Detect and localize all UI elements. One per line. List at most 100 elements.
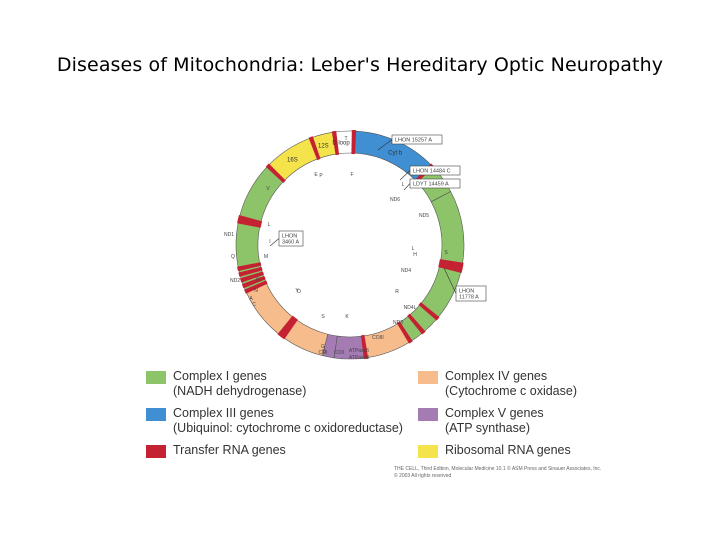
trna-label: Y — [295, 288, 299, 294]
trna-label: W — [256, 277, 261, 283]
gene-label-nd4l: ND4L — [404, 305, 417, 311]
callout-lhon-14484: LHON 14484 C — [399, 165, 461, 181]
callout-ldyt-14459: LDYT 14459 A — [403, 178, 461, 191]
trna-label: D — [322, 349, 326, 355]
legend-rrna-line1: Ribosomal RNA genes — [445, 443, 571, 457]
legend-rrna: Ribosomal RNA genes — [418, 443, 571, 458]
trna-label: F — [350, 172, 353, 178]
legend-complex-iii-swatch — [146, 408, 166, 421]
callout-lhon-15257: LHON 15257 A — [377, 134, 443, 151]
callout-pointer — [269, 238, 280, 247]
trna-marker — [418, 302, 440, 321]
trna-marker — [396, 321, 413, 344]
slide-title: Diseases of Mitochondria: Leber's Heredi… — [56, 54, 664, 76]
callout-pointer — [403, 183, 411, 191]
trna-label: K — [345, 314, 349, 320]
trna-marker — [331, 130, 340, 156]
trna-label: O — [297, 289, 301, 295]
legend-complex-iv: Complex IV genes (Cytochrome c oxidase) — [418, 369, 577, 399]
callout-text: 11778 A — [459, 295, 479, 301]
gene-label-coiii: COIII — [372, 335, 384, 341]
trna-marker — [308, 136, 321, 161]
trna-marker — [237, 215, 263, 225]
trna-marker — [351, 130, 357, 155]
trna-label: P — [319, 173, 323, 179]
trna-marker — [277, 315, 296, 337]
trna-label: G — [321, 344, 325, 350]
legend-rrna-swatch — [418, 445, 438, 458]
copyright-line-1: THE CELL, Third Edition, Molecular Medic… — [394, 466, 602, 472]
legend-complex-v-swatch — [418, 408, 438, 421]
legend-complex-iii-text: Complex III genes (Ubiquinol: cytochrome … — [173, 406, 403, 436]
segment-label-dloop: D loop — [332, 140, 350, 146]
gene-label-nd5: ND5 — [419, 213, 429, 219]
gene-label-nd3: ND3 — [393, 320, 403, 326]
legend-trna: Transfer RNA genes — [146, 443, 286, 458]
legend-complex-iv-line2: (Cytochrome c oxidase) — [445, 384, 577, 398]
legend-complex-iii-line1: Complex III genes — [173, 406, 274, 420]
callout-text: 3460 A — [282, 240, 299, 246]
gene-label-atpase6: ATPase6 — [349, 348, 369, 354]
segment-label-16s: 16S — [287, 158, 298, 164]
trna-label: R — [395, 289, 399, 295]
legend-rrna-text: Ribosomal RNA genes — [445, 443, 571, 458]
trna-label: L — [412, 246, 415, 252]
callout-pointer — [443, 267, 457, 294]
trna-label: E — [314, 172, 318, 178]
callout-text: LHON — [282, 234, 297, 240]
legend-complex-v-text: Complex V genes (ATP synthase) — [445, 406, 544, 436]
legend-complex-iii: Complex III genes (Ubiquinol: cytochrome … — [146, 406, 403, 436]
legend-complex-iv-swatch — [418, 371, 438, 384]
gene-label-nd4: ND4 — [401, 268, 411, 274]
legend-complex-i: Complex I genes (NADH dehydrogenase) — [146, 369, 306, 399]
trna-label: T — [344, 136, 347, 142]
trna-label: L — [402, 182, 405, 188]
gene-label-coii: COII — [334, 350, 344, 356]
legend-complex-i-swatch — [146, 371, 166, 384]
callout-pointer — [399, 170, 411, 181]
legend-complex-i-text: Complex I genes (NADH dehydrogenase) — [173, 369, 306, 399]
legend-complex-i-line1: Complex I genes — [173, 369, 267, 383]
copyright-line-2: © 2003 All rights reserved — [394, 473, 452, 479]
callout-box — [391, 134, 443, 145]
trna-marker — [407, 313, 426, 335]
trna-marker — [237, 218, 262, 228]
legend-trna-line1: Transfer RNA genes — [173, 443, 286, 457]
trna-label: C — [252, 302, 256, 308]
callout-box — [409, 178, 461, 189]
callout-pointer — [377, 139, 393, 151]
trna-marker — [238, 266, 263, 277]
trna-marker — [244, 280, 268, 294]
gene-label-nd6: ND6 — [390, 197, 400, 203]
legend-complex-v-line2: (ATP synthase) — [445, 421, 530, 435]
trna-marker — [280, 317, 298, 340]
legend-complex-iv-line1: Complex IV genes — [445, 369, 548, 383]
gene-label-coi: COI — [319, 350, 328, 356]
gene-label-nd2: ND2 — [230, 278, 240, 284]
gene-label-nd1: ND1 — [224, 232, 234, 238]
callout-text: LDYT 14459 A — [413, 182, 449, 188]
trna-label: S — [444, 250, 448, 256]
callout-text: LHON — [459, 289, 474, 295]
trna-marker — [265, 163, 286, 184]
trna-label: S — [321, 314, 325, 320]
legend-trna-text: Transfer RNA genes — [173, 443, 286, 458]
legend-trna-swatch — [146, 445, 166, 458]
trna-marker — [239, 271, 265, 283]
segment-label-cytb: Cyt b — [388, 150, 403, 156]
callout-box — [409, 165, 461, 176]
trna-marker — [438, 263, 463, 274]
callout-text: LHON 15257 A — [395, 138, 432, 144]
callout-box — [278, 230, 304, 247]
trna-label: Q — [231, 254, 235, 260]
trna-label: M — [264, 254, 268, 260]
trna-label: L — [268, 222, 271, 228]
trna-label: A — [249, 296, 253, 302]
legend-complex-iii-line2: (Ubiquinol: cytochrome c oxidoreductase) — [173, 421, 403, 435]
trna-marker — [360, 334, 369, 360]
